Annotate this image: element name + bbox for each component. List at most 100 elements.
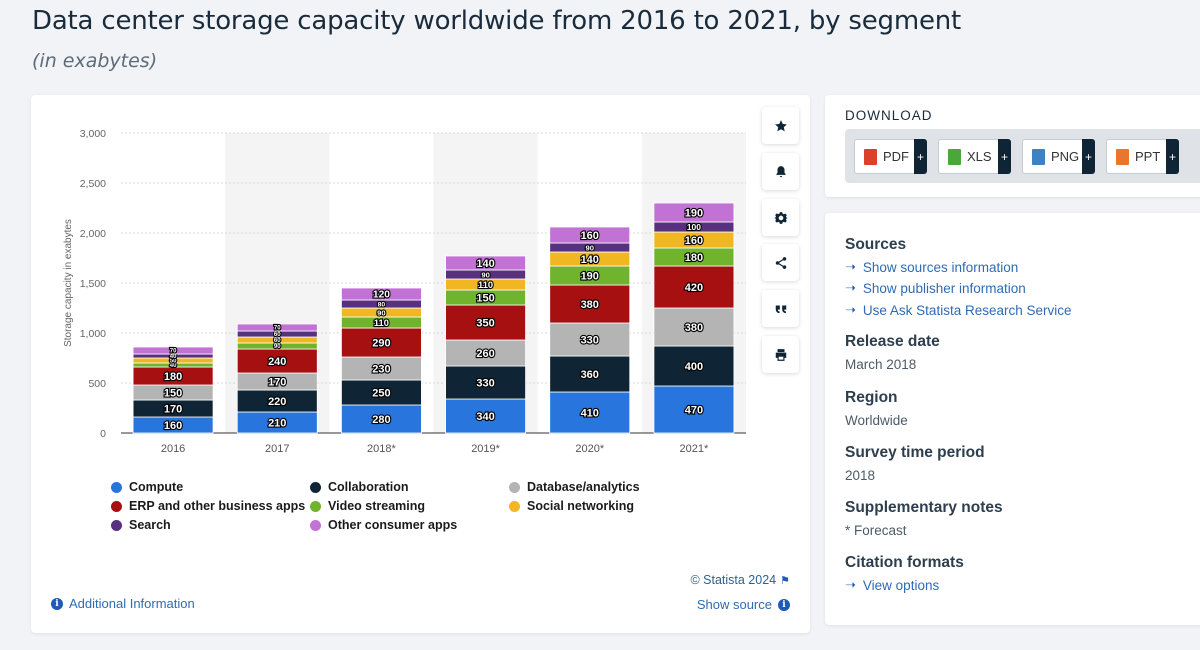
y-tick-label: 3,000 xyxy=(80,128,106,140)
legend-item-database-analytics[interactable]: Database/analytics xyxy=(509,480,640,494)
region-value: Worldwide xyxy=(845,413,908,428)
bar-segment xyxy=(549,226,631,244)
download-button-row: PDF + XLS + PNG + PPT + xyxy=(845,129,1200,183)
legend-marker xyxy=(509,500,520,512)
show-sources-label: Show sources information xyxy=(862,259,1019,275)
download-png-button[interactable]: PNG + xyxy=(1022,139,1095,174)
show-source-label: Show source xyxy=(696,597,772,612)
research-service-link[interactable]: ➝ Use Ask Statista Research Service xyxy=(845,302,1072,318)
data-label: 90 xyxy=(274,344,281,350)
quote-icon xyxy=(775,305,786,313)
star-icon xyxy=(774,119,787,131)
info-icon: i xyxy=(778,598,790,611)
data-label: 160 xyxy=(581,230,599,242)
show-sources-link[interactable]: ➝ Show sources information xyxy=(845,259,1018,275)
legend-marker xyxy=(310,519,321,531)
download-pdf-button[interactable]: PDF + xyxy=(854,139,927,174)
bar-segment xyxy=(132,346,214,355)
data-label: 80 xyxy=(378,301,386,308)
download-ppt-button[interactable]: PPT + xyxy=(1106,139,1179,174)
data-label: 360 xyxy=(581,369,599,381)
data-label: 220 xyxy=(268,396,286,408)
favorite-button[interactable] xyxy=(762,107,799,144)
arrow-right-icon: ➝ xyxy=(845,259,856,274)
data-label: 60 xyxy=(274,338,281,344)
page-subtitle: (in exabytes) xyxy=(32,50,158,72)
view-options-link[interactable]: ➝ View options xyxy=(845,577,939,593)
bar-segment xyxy=(236,323,318,332)
data-label: 340 xyxy=(476,411,494,423)
print-button[interactable] xyxy=(762,336,799,373)
x-tick-label: 2016 xyxy=(161,443,185,455)
sources-heading: Sources xyxy=(845,236,907,253)
plus-icon: + xyxy=(914,139,927,174)
legend-item-other-consumer-apps[interactable]: Other consumer apps xyxy=(310,518,457,532)
data-label: 410 xyxy=(581,407,599,419)
data-label: 150 xyxy=(164,387,182,399)
download-title: DOWNLOAD xyxy=(845,108,933,123)
x-tick-label: 2019* xyxy=(471,443,500,455)
research-service-label: Use Ask Statista Research Service xyxy=(862,302,1072,318)
notification-button[interactable] xyxy=(762,153,799,190)
data-label: 40 xyxy=(170,354,177,360)
y-tick-label: 1,000 xyxy=(80,328,106,340)
y-tick-label: 1,500 xyxy=(80,278,106,290)
settings-button[interactable] xyxy=(762,199,799,236)
bar-segment xyxy=(653,265,735,309)
y-tick-label: 0 xyxy=(100,428,106,440)
chart-area: 0 500 1,000 1,500 2,000 2,500 3,000 Storage cap… xyxy=(63,128,746,455)
data-label: 160 xyxy=(164,420,182,432)
legend-label: Social networking xyxy=(527,499,634,513)
survey-period-heading: Survey time period xyxy=(845,444,985,461)
legend-label: Video streaming xyxy=(328,499,426,513)
legend-item-erp[interactable]: ERP and other business apps xyxy=(111,499,305,513)
share-button[interactable] xyxy=(762,244,799,281)
download-ppt-label: PPT xyxy=(1135,149,1161,164)
data-label: 140 xyxy=(476,258,494,270)
data-label: 40 xyxy=(170,363,177,369)
copyright-notice[interactable]: © Statista 2024 ⚑ xyxy=(690,573,790,587)
download-xls-button[interactable]: XLS + xyxy=(938,139,1011,174)
data-label: 70 xyxy=(274,326,281,332)
data-label: 120 xyxy=(373,290,390,301)
legend-item-collaboration[interactable]: Collaboration xyxy=(310,480,409,494)
ppt-file-icon xyxy=(1116,148,1129,165)
legend-item-compute[interactable]: Compute xyxy=(111,480,183,494)
additional-information-link[interactable]: i Additional Information xyxy=(51,596,195,611)
show-source-link[interactable]: Show source i xyxy=(697,597,790,612)
show-publisher-link[interactable]: ➝ Show publisher information xyxy=(845,280,1026,296)
legend-item-search[interactable]: Search xyxy=(111,518,171,532)
data-label: 260 xyxy=(476,348,494,360)
data-label: 250 xyxy=(372,387,390,399)
legend-item-video-streaming[interactable]: Video streaming xyxy=(310,499,425,513)
y-axis-title: Storage capacity in exabytes xyxy=(63,219,74,347)
data-label: 330 xyxy=(581,334,599,346)
data-label: 180 xyxy=(685,252,703,264)
bar-segment xyxy=(236,348,318,374)
legend-item-social-networking[interactable]: Social networking xyxy=(509,499,634,513)
legend-label: Database/analytics xyxy=(527,480,640,494)
x-tick-label: 2018* xyxy=(367,443,396,455)
legend-label: ERP and other business apps xyxy=(129,499,306,513)
legend-label: Collaboration xyxy=(328,480,409,494)
bar-segment xyxy=(341,287,422,301)
bar-segment xyxy=(341,327,422,358)
legend-marker xyxy=(111,481,122,493)
data-label: 140 xyxy=(581,254,599,266)
cite-button[interactable] xyxy=(762,290,799,327)
statistic-details-panel: Sources ➝ Show sources information ➝ Show … xyxy=(825,213,1200,625)
download-panel: DOWNLOAD PDF + XLS + PNG + PPT + xyxy=(825,95,1200,197)
legend-marker xyxy=(111,500,122,512)
supplementary-notes-heading: Supplementary notes xyxy=(845,499,1003,516)
release-date-value: March 2018 xyxy=(845,357,917,372)
data-label: 210 xyxy=(268,417,286,429)
data-label: 90 xyxy=(481,270,490,279)
bar-segment xyxy=(549,391,631,434)
legend-label: Other consumer apps xyxy=(328,518,458,532)
legend-marker xyxy=(111,519,122,531)
print-icon xyxy=(775,348,786,361)
data-label: 190 xyxy=(685,207,703,219)
data-label: 330 xyxy=(476,377,494,389)
bar-segment xyxy=(653,202,735,223)
download-pdf-label: PDF xyxy=(883,149,909,164)
